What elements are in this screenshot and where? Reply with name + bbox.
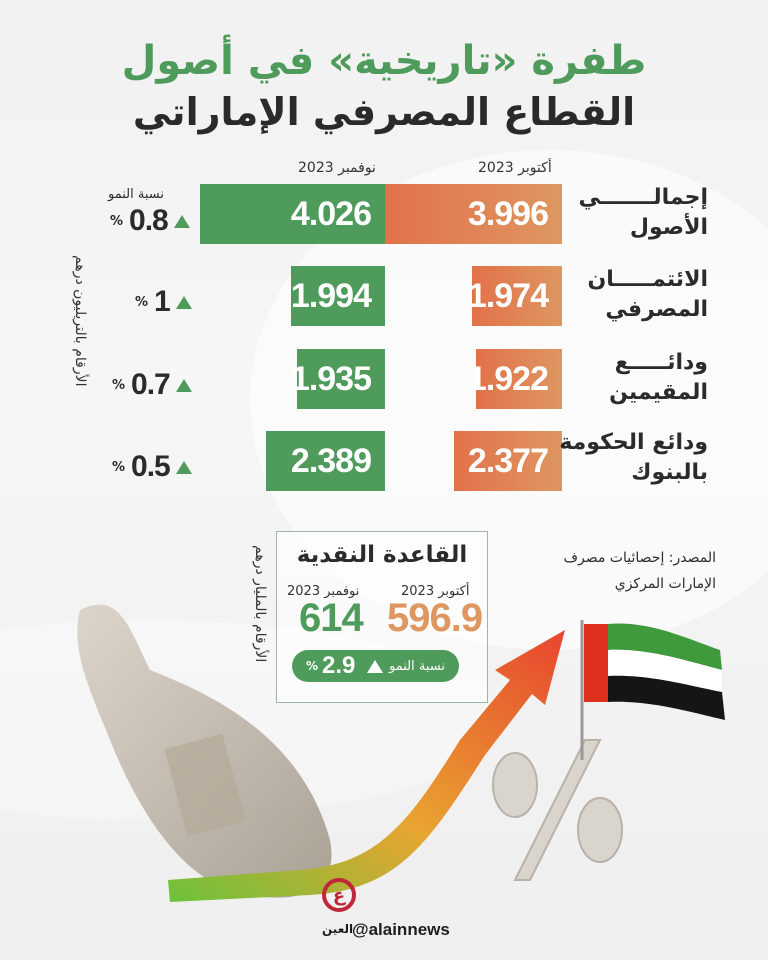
percent-sign: % — [112, 459, 126, 475]
alain-logo-icon: ع — [322, 878, 356, 912]
bar-november-total-assets: 4.026 — [200, 184, 385, 244]
bar-november-resident-deposits: 1.935 — [291, 349, 385, 409]
monetary-base-october-value: 596.9 — [387, 596, 483, 640]
monetary-base-november-label: نوفمبر 2023 — [287, 584, 360, 599]
growth-value: 2.9 — [322, 652, 356, 679]
growth-label: نسبة النمو — [389, 658, 445, 674]
growth-bank-credit: % 1 — [135, 285, 192, 319]
header-november: نوفمبر 2023 — [298, 160, 376, 176]
growth-illustration — [77, 604, 725, 902]
up-triangle-icon — [175, 460, 192, 474]
monetary-base-october-label: أكتوبر 2023 — [401, 584, 470, 599]
logo-text: العين — [322, 922, 354, 936]
percent-sign: % — [110, 213, 124, 229]
growth-arrow-icon — [168, 630, 565, 902]
bar-value: 1.974 — [467, 276, 549, 315]
uae-flag-icon — [580, 620, 725, 760]
percent-sign: % — [306, 659, 319, 673]
monetary-base-title: القاعدة النقدية — [296, 542, 468, 568]
percent-sign: % — [112, 377, 126, 393]
header-growth: نسبة النمو — [108, 187, 164, 202]
source-note: المصدر: إحصائيات مصرف الإمارات المركزي — [516, 545, 716, 597]
growth-gov-deposits: % 0.5 — [112, 450, 192, 484]
unit-label-trillion: الأرقام بالتريليون درهم — [72, 255, 88, 387]
social-handle: @alainnews — [352, 920, 450, 939]
bar-value: 1.994 — [290, 276, 372, 315]
up-triangle-icon — [367, 659, 384, 673]
bar-value: 3.996 — [467, 194, 549, 233]
bar-october-bank-credit: 1.974 — [468, 266, 562, 326]
source-line-1: المصدر: إحصائيات مصرف — [563, 550, 716, 566]
title-line-1: طفرة «تاريخية» في أصول — [121, 38, 647, 84]
up-triangle-icon — [175, 295, 192, 309]
up-triangle-icon — [175, 378, 192, 392]
row-label-gov-deposits: ودائع الحكومة بالبنوك — [559, 430, 708, 485]
growth-resident-deposits: % 0.7 — [112, 368, 192, 402]
bar-value: 4.026 — [290, 194, 372, 233]
bar-october-gov-deposits: 2.377 — [454, 431, 562, 491]
bar-october-resident-deposits: 1.922 — [468, 349, 562, 409]
bar-october-total-assets: 3.996 — [385, 184, 562, 244]
growth-value: 0.7 — [131, 368, 171, 401]
bar-value: 2.389 — [290, 441, 372, 480]
up-triangle-icon — [173, 214, 190, 228]
monetary-base-november-value: 614 — [299, 596, 364, 640]
growth-value: 0.8 — [129, 204, 169, 237]
bar-value: 2.377 — [467, 441, 549, 480]
header-october: أكتوبر 2023 — [478, 160, 552, 176]
percent-sign: % — [135, 294, 149, 310]
monetary-base-box: القاعدة النقدية أكتوبر 2023 نوفمبر 2023 … — [276, 531, 488, 703]
row-label-bank-credit: الائتمـــــان المصرفي — [587, 267, 708, 322]
row-label-resident-deposits: ودائـــــع المقيمين — [609, 350, 708, 405]
growth-value: 1 — [154, 285, 171, 318]
bar-value: 1.935 — [290, 359, 372, 398]
row-label-total-assets: إجمالـــــــي الأصول — [578, 185, 708, 240]
source-line-2: الإمارات المركزي — [614, 576, 716, 592]
banknotes-icon — [77, 604, 332, 898]
title-line-2: القطاع المصرفي الإماراتي — [132, 90, 636, 134]
bar-value: 1.922 — [467, 359, 549, 398]
bar-november-gov-deposits: 2.389 — [266, 431, 385, 491]
unit-label-billion: الأرقام بالمليار درهم — [252, 545, 268, 663]
monetary-base-growth-pill: % 2.9 نسبة النمو — [292, 650, 459, 682]
bar-november-bank-credit: 1.994 — [291, 266, 385, 326]
growth-value: 0.5 — [131, 450, 171, 483]
growth-total-assets: % 0.8 — [110, 204, 190, 238]
percent-icon — [492, 739, 623, 881]
